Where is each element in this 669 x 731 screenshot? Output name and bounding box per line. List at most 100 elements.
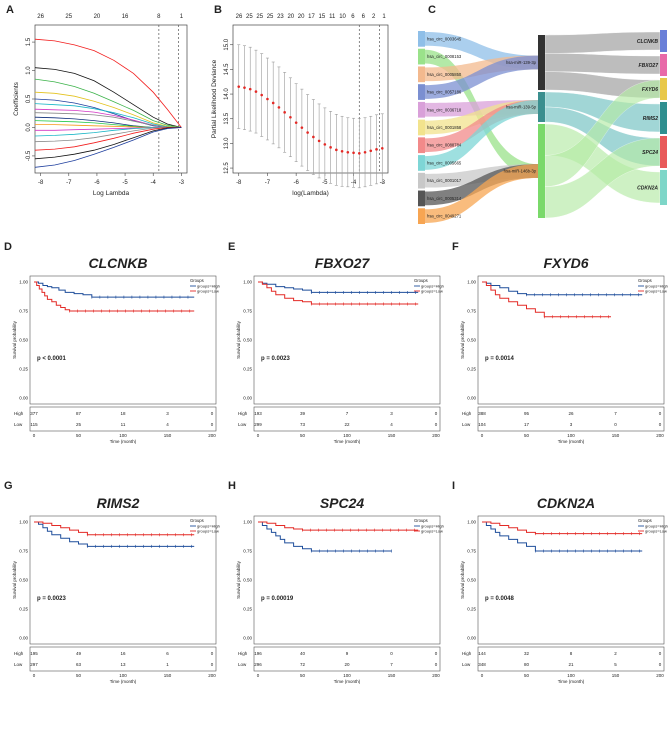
panel-c-mirna-node [538, 35, 545, 90]
panel-b-top-tick-label: 15 [319, 14, 326, 20]
km-x-tick-label: 150 [612, 673, 620, 678]
km-x-tick-label: 200 [656, 433, 664, 438]
km-panel-g: RIMS2 0.00 0.25 0.50 0.75 1.00 Survival probab… [12, 495, 220, 684]
km-x-tick-label: 50 [524, 673, 530, 678]
km-y-tick-label: 0.25 [19, 607, 28, 612]
km-x-tick-label: 100 [343, 433, 351, 438]
panel-b-mean-point [266, 97, 269, 101]
panel-a-coef-path-s1 [34, 38, 182, 128]
km-risk-high-count: 195 [30, 651, 38, 656]
km-y-tick-label: 0.75 [243, 549, 252, 554]
panel-a-x-tick-label: -4 [151, 180, 157, 186]
km-x-tick-label: 0 [481, 673, 484, 678]
km-plot-frame [253, 515, 441, 645]
km-xlabel: Time (month) [558, 679, 585, 684]
panel-c-link-circ-10 [425, 164, 538, 223]
km-risk-low-count: 25 [76, 422, 82, 427]
panel-c-circ-label: hsa_circ_0001017 [427, 178, 462, 183]
panel-b-mean-point [300, 126, 304, 129]
km-risk-high-count: 16 [120, 651, 126, 656]
km-risk-high-count: 0 [211, 411, 214, 416]
km-ylabel: Survival probability [460, 560, 465, 599]
km-plot-frame [477, 275, 665, 405]
km-legend-low-label: groups=Low [197, 289, 219, 294]
panel-c-gene-label: FXYD6 [642, 87, 658, 93]
panel-b-mean-point [375, 148, 378, 151]
km-risk-high-label: High [238, 411, 248, 416]
km-curve-low [258, 281, 419, 305]
panel-a-coef-path-s16 [34, 127, 182, 160]
km-risk-low-count: 21 [568, 662, 574, 667]
panel-c-circ-label: hsa_circ_0005665 [427, 160, 462, 165]
panel-b-top-tick-label: 6 [351, 14, 355, 20]
km-xlabel: Time (month) [334, 439, 361, 444]
km-risk-low-count: 104 [478, 422, 486, 427]
km-risk-low-count: 296 [254, 662, 262, 667]
km-risk-low-count: 13 [120, 662, 126, 667]
km-legend-title: Groups [638, 278, 652, 283]
km-x-tick-label: 200 [208, 673, 216, 678]
panel-b-mean-point [335, 148, 338, 152]
panel-b-top-tick-label: 17 [308, 14, 315, 20]
km-risk-table-frame [253, 646, 441, 672]
panel-b-mean-point [346, 150, 350, 154]
km-x-tick-label: 100 [567, 433, 575, 438]
km-risk-high-count: 32 [524, 651, 530, 656]
km-panel-i: CDKN2A 0.00 0.25 0.50 0.75 1.00 Survival proba… [460, 495, 668, 684]
panel-b-ylabel: Partial Likelihood Deviance [211, 59, 218, 138]
panel-b-mean-point [260, 93, 264, 97]
km-plot-frame [477, 515, 665, 645]
panel-c-circ-node [418, 101, 425, 118]
panel-b-mean-point [363, 150, 367, 154]
km-risk-high-count: 3 [166, 411, 169, 416]
km-risk-table-frame [253, 406, 441, 432]
km-x-tick-label: 50 [524, 433, 530, 438]
km-risk-table-frame [477, 406, 665, 432]
panel-b-top-tick-label: 11 [329, 14, 336, 20]
km-legend-title: Groups [638, 518, 652, 523]
km-gene-title: CDKN2A [537, 495, 595, 511]
km-curve-low [34, 281, 195, 312]
km-panel-f: FXYD6 0.00 0.25 0.50 0.75 1.00 Survival probab… [460, 255, 668, 444]
km-legend-low-label: groups=Low [645, 529, 667, 534]
km-y-tick-label: 0.75 [19, 549, 28, 554]
panel-c-mirna-node [538, 124, 545, 218]
km-y-tick-label: 1.00 [243, 280, 252, 285]
panel-b-mean-point [369, 149, 373, 153]
km-risk-high-label: High [462, 411, 472, 416]
panel-letter-g: G [4, 480, 13, 492]
panel-a-x-tick-label: -5 [122, 180, 128, 186]
km-x-tick-label: 150 [388, 433, 396, 438]
km-risk-high-count: 7 [346, 411, 349, 416]
panel-letter-a: A [6, 4, 14, 16]
panel-a-coef-path-s15 [34, 127, 182, 151]
panel-c-mirna-label: hsa-miR-139-3p [506, 60, 537, 65]
km-risk-low-count: 4 [390, 422, 393, 427]
panel-b-xlabel: log(Lambda) [292, 190, 329, 197]
km-risk-low-count: 1 [166, 662, 169, 667]
km-gene-title: CLCNKB [88, 255, 147, 271]
km-risk-high-label: High [14, 411, 24, 416]
panel-b-mean-point [277, 106, 281, 109]
km-curve-low [482, 521, 643, 535]
panel-c-gene-node [660, 102, 667, 134]
km-pvalue: p = 0.0023 [261, 356, 291, 362]
km-y-tick-label: 1.00 [19, 280, 28, 285]
km-risk-low-count: 22 [344, 422, 350, 427]
km-xlabel: Time (month) [334, 679, 361, 684]
km-risk-high-count: 144 [478, 651, 486, 656]
km-x-tick-label: 50 [300, 673, 306, 678]
km-risk-high-count: 95 [524, 411, 530, 416]
km-y-tick-label: 0.25 [243, 607, 252, 612]
km-y-tick-label: 0.00 [19, 636, 28, 641]
km-x-tick-label: 200 [432, 433, 440, 438]
km-risk-low-count: 297 [30, 662, 38, 667]
panel-c-circ-label: hsa_circ_0036718 [427, 107, 462, 112]
km-risk-low-label: Low [462, 422, 471, 427]
panel-b-mean-point [289, 115, 292, 119]
panel-a-y-tick-label: 1.5 [26, 37, 32, 46]
km-risk-low-count: 115 [30, 422, 38, 427]
km-pvalue: p = 0.0048 [485, 596, 515, 602]
km-risk-low-count: 0 [211, 422, 214, 427]
km-x-tick-label: 0 [257, 673, 260, 678]
